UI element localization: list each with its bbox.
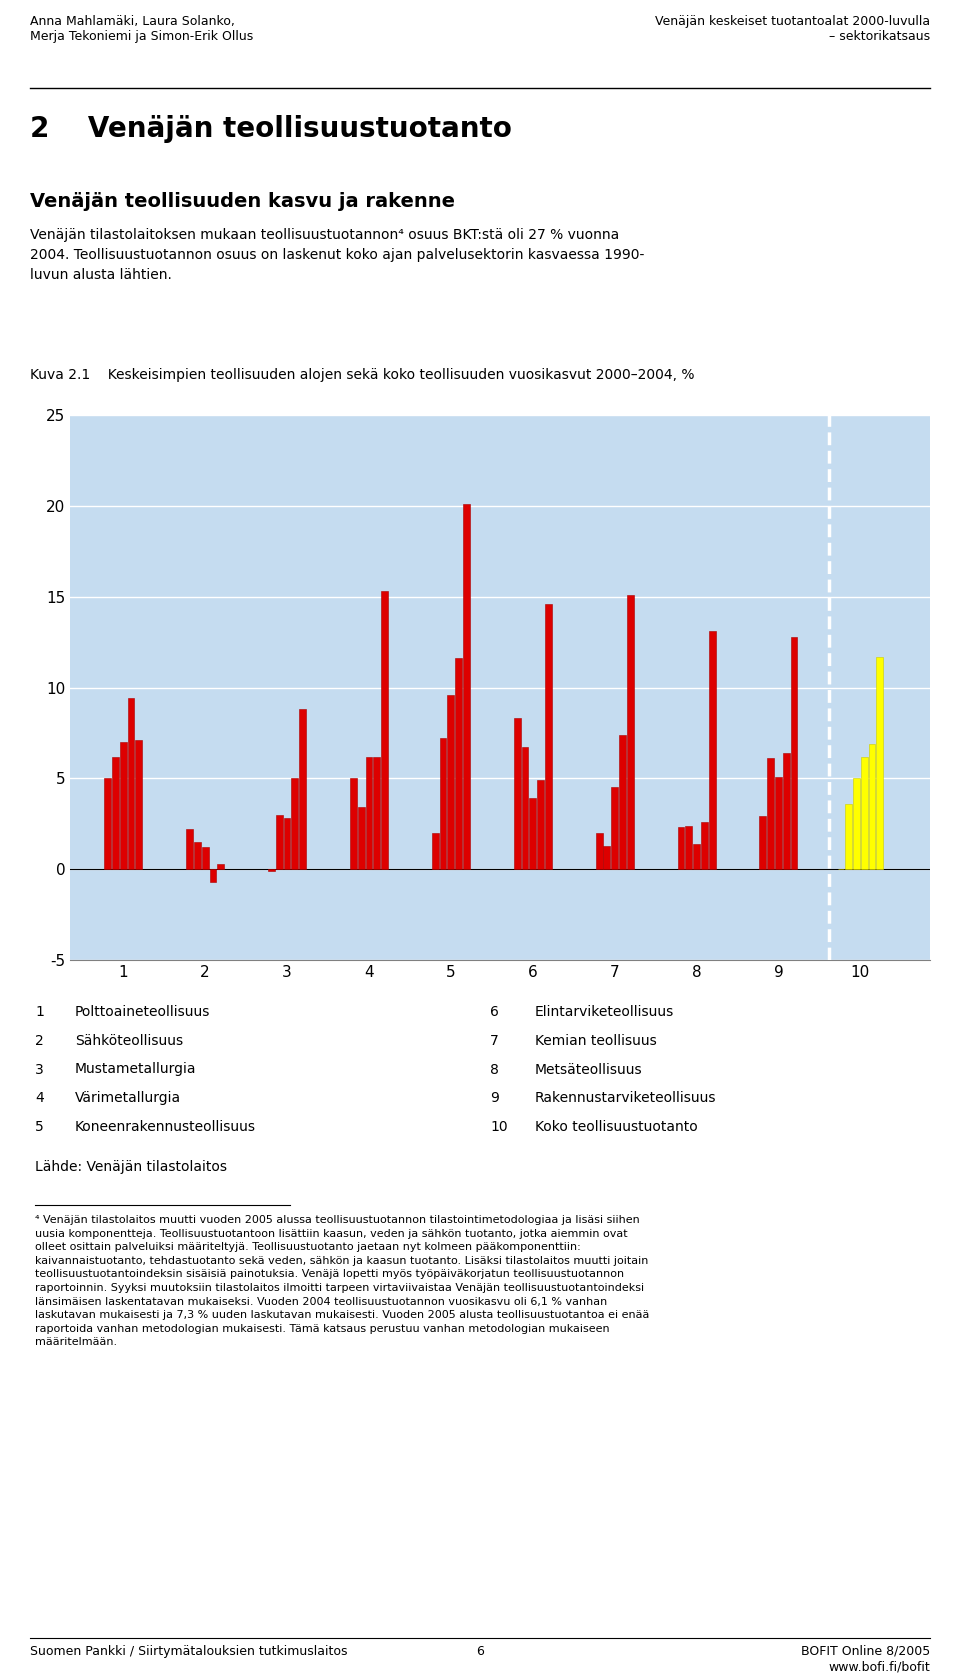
Text: Lähde: Venäjän tilastolaitos: Lähde: Venäjän tilastolaitos bbox=[35, 1159, 227, 1175]
Bar bbox=[521, 747, 528, 869]
Text: Kemian teollisuus: Kemian teollisuus bbox=[535, 1034, 657, 1047]
Text: 5: 5 bbox=[35, 1119, 44, 1134]
Bar bbox=[685, 826, 692, 869]
Text: 1: 1 bbox=[35, 1005, 44, 1019]
Text: 2: 2 bbox=[35, 1034, 44, 1047]
Bar bbox=[514, 718, 520, 869]
Bar bbox=[135, 740, 142, 869]
Text: Mustametallurgia: Mustametallurgia bbox=[75, 1062, 197, 1077]
Bar bbox=[869, 743, 876, 869]
Bar bbox=[782, 753, 790, 869]
Bar bbox=[791, 636, 798, 869]
Bar bbox=[693, 844, 700, 869]
Text: Metsäteollisuus: Metsäteollisuus bbox=[535, 1062, 642, 1077]
Text: 9: 9 bbox=[490, 1091, 499, 1106]
Bar bbox=[529, 799, 537, 869]
Bar bbox=[202, 847, 208, 869]
Bar bbox=[283, 819, 291, 869]
Bar bbox=[373, 757, 380, 869]
Bar bbox=[292, 779, 299, 869]
Text: 4: 4 bbox=[35, 1091, 44, 1106]
Bar bbox=[537, 780, 544, 869]
Text: 7: 7 bbox=[490, 1034, 499, 1047]
Text: Suomen Pankki / Siirtymätalouksien tutkimuslaitos: Suomen Pankki / Siirtymätalouksien tutki… bbox=[30, 1644, 348, 1658]
Text: Sähköteollisuus: Sähköteollisuus bbox=[75, 1034, 183, 1047]
Text: 6: 6 bbox=[490, 1005, 499, 1019]
Bar bbox=[455, 658, 462, 869]
Text: 2    Venäjän teollisuustuotanto: 2 Venäjän teollisuustuotanto bbox=[30, 116, 512, 143]
Bar bbox=[366, 757, 372, 869]
Text: Kuva 2.1    Keskeisimpien teollisuuden alojen sekä koko teollisuuden vuosikasvut: Kuva 2.1 Keskeisimpien teollisuuden aloj… bbox=[30, 367, 694, 383]
Bar bbox=[217, 864, 224, 869]
Text: Värimetallurgia: Värimetallurgia bbox=[75, 1091, 181, 1106]
Bar bbox=[268, 869, 275, 871]
Bar bbox=[604, 846, 611, 869]
Bar bbox=[300, 710, 306, 869]
Bar bbox=[775, 777, 781, 869]
Bar bbox=[209, 869, 216, 883]
Bar bbox=[596, 832, 603, 869]
Bar bbox=[440, 738, 446, 869]
Bar bbox=[186, 829, 193, 869]
Bar bbox=[678, 827, 684, 869]
Bar bbox=[194, 842, 201, 869]
Text: 6: 6 bbox=[476, 1644, 484, 1658]
Bar bbox=[545, 604, 552, 869]
Bar bbox=[128, 698, 134, 869]
Text: Polttoaineteollisuus: Polttoaineteollisuus bbox=[75, 1005, 210, 1019]
Text: ⁴ Venäjän tilastolaitos muutti vuoden 2005 alussa teollisuustuotannon tilastoint: ⁴ Venäjän tilastolaitos muutti vuoden 20… bbox=[35, 1215, 649, 1347]
Bar bbox=[350, 779, 357, 869]
Text: Koneenrakennusteollisuus: Koneenrakennusteollisuus bbox=[75, 1119, 256, 1134]
Bar bbox=[432, 832, 439, 869]
Text: Venäjän tilastolaitoksen mukaan teollisuustuotannon⁴ osuus BKT:stä oli 27 % vuon: Venäjän tilastolaitoksen mukaan teollisu… bbox=[30, 228, 644, 282]
Bar bbox=[708, 631, 715, 869]
Bar bbox=[612, 787, 618, 869]
Text: Elintarviketeollisuus: Elintarviketeollisuus bbox=[535, 1005, 674, 1019]
Text: BOFIT Online 8/2005
www.bofi.fi/bofit: BOFIT Online 8/2005 www.bofi.fi/bofit bbox=[801, 1644, 930, 1673]
Bar bbox=[767, 758, 774, 869]
Text: Venäjän keskeiset tuotantoalat 2000-luvulla
– sektorikatsaus: Venäjän keskeiset tuotantoalat 2000-luvu… bbox=[655, 15, 930, 44]
Bar bbox=[759, 817, 766, 869]
Bar bbox=[358, 807, 365, 869]
Text: 10: 10 bbox=[490, 1119, 508, 1134]
Bar bbox=[701, 822, 708, 869]
Bar bbox=[619, 735, 626, 869]
Text: Anna Mahlamäki, Laura Solanko,
Merja Tekoniemi ja Simon-Erik Ollus: Anna Mahlamäki, Laura Solanko, Merja Tek… bbox=[30, 15, 253, 44]
Bar bbox=[105, 779, 111, 869]
Text: Rakennustarviketeollisuus: Rakennustarviketeollisuus bbox=[535, 1091, 716, 1106]
Text: 8: 8 bbox=[490, 1062, 499, 1077]
Bar bbox=[276, 814, 282, 869]
Bar bbox=[627, 594, 634, 869]
Bar bbox=[853, 779, 860, 869]
Text: Koko teollisuustuotanto: Koko teollisuustuotanto bbox=[535, 1119, 698, 1134]
Text: 3: 3 bbox=[35, 1062, 44, 1077]
Bar bbox=[846, 804, 852, 869]
Text: Venäjän teollisuuden kasvu ja rakenne: Venäjän teollisuuden kasvu ja rakenne bbox=[30, 191, 455, 211]
Bar bbox=[876, 656, 883, 869]
Bar bbox=[463, 503, 469, 869]
Bar bbox=[447, 695, 454, 869]
Bar bbox=[381, 591, 388, 869]
Bar bbox=[112, 757, 119, 869]
Bar bbox=[861, 757, 868, 869]
Bar bbox=[120, 742, 127, 869]
